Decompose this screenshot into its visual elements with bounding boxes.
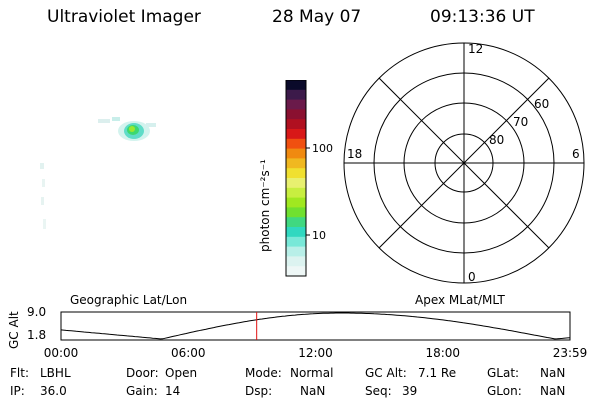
- latitude-label: 80: [489, 133, 504, 147]
- info-value: 39: [402, 384, 418, 398]
- colorbar-unit-label: photon cm⁻²s⁻¹: [258, 159, 272, 252]
- auroral-oval-speckle: [40, 117, 156, 229]
- colorbar-tick-label: 10: [312, 229, 326, 242]
- info-value: NaN: [540, 366, 566, 380]
- colorbar-frame: [285, 80, 307, 277]
- info-label: Door:: [126, 366, 159, 380]
- mlt-label-noon: 12: [468, 42, 483, 56]
- polar-grid: 12 0 18 6 60 70 80: [343, 42, 585, 284]
- info-value: NaN: [540, 384, 566, 398]
- observation-date: 28 May 07: [272, 7, 362, 27]
- info-value: NaN: [300, 384, 326, 398]
- mlt-label-dawn: 6: [572, 147, 580, 161]
- info-label: Seq:: [365, 384, 392, 398]
- info-value: Open: [165, 366, 198, 380]
- colorbar-band: [286, 109, 306, 120]
- colorbar-band: [286, 207, 306, 218]
- info-label: IP:: [10, 384, 25, 398]
- info-label: Mode:: [245, 366, 282, 380]
- orbit-xtick-label: 18:00: [425, 346, 460, 360]
- colorbar-band: [286, 99, 306, 110]
- info-label: Flt:: [10, 366, 29, 380]
- orbit-right-title: Apex MLat/MLT: [415, 293, 505, 307]
- orbit-ytick-top: 9.0: [27, 305, 47, 319]
- colorbar-band: [286, 246, 306, 257]
- colorbar-band: [286, 148, 306, 159]
- colorbar-band: [286, 158, 306, 169]
- mlt-label-midnight: 0: [468, 270, 476, 284]
- info-value: Normal: [290, 366, 334, 380]
- colorbar-band: [286, 197, 306, 208]
- info-value: 36.0: [40, 384, 67, 398]
- altitude-curve: [60, 312, 571, 340]
- latitude-label: 60: [534, 97, 549, 111]
- colorbar-band: [286, 168, 306, 179]
- orbit-xtick-label: 12:00: [298, 346, 333, 360]
- info-label: Gain:: [126, 384, 158, 398]
- colorbar-band: [286, 266, 306, 277]
- colorbar-band: [286, 236, 306, 248]
- latitude-label: 70: [513, 115, 528, 129]
- observation-time: 09:13:36 UT: [430, 7, 535, 27]
- info-value: 14: [165, 384, 181, 398]
- colorbar-band: [286, 80, 306, 91]
- colorbar-band: [286, 217, 306, 228]
- orbit-ytick-bottom: 1.8: [27, 328, 47, 342]
- info-value: 7.1 Re: [418, 366, 457, 380]
- orbit-xtick-label: 06:00: [171, 346, 206, 360]
- meridian-line: [378, 77, 550, 249]
- info-label: GLat:: [487, 366, 520, 380]
- colorbar-band: [286, 187, 306, 199]
- orbit-xtick-label: 00:00: [44, 346, 79, 360]
- info-value: LBHL: [40, 366, 71, 380]
- auroral-image: [40, 117, 156, 229]
- colorbar-band: [286, 89, 306, 101]
- info-label: GC Alt:: [365, 366, 407, 380]
- info-label: Dsp:: [245, 384, 273, 398]
- orbit-plot-frame: [60, 311, 571, 341]
- colorbar-tick-label: 100: [312, 142, 333, 155]
- info-label: GLon:: [487, 384, 522, 398]
- instrument-title: Ultraviolet Imager: [47, 7, 201, 27]
- colorbar-band: [286, 256, 306, 267]
- colorbar-band: [286, 119, 306, 130]
- colorbar-band: [286, 138, 306, 150]
- orbit-altitude-plot: 00:00 06:00 12:00 18:00 23:59: [44, 311, 588, 360]
- colorbar-band: [286, 129, 306, 140]
- orbit-xtick-label: 23:59: [553, 346, 588, 360]
- mlt-label-dusk: 18: [347, 147, 362, 161]
- colorbar-band: [286, 227, 306, 238]
- orbit-left-title: Geographic Lat/Lon: [70, 293, 188, 307]
- colorbar-band: [286, 178, 306, 189]
- colorbar: 100 10: [285, 80, 333, 277]
